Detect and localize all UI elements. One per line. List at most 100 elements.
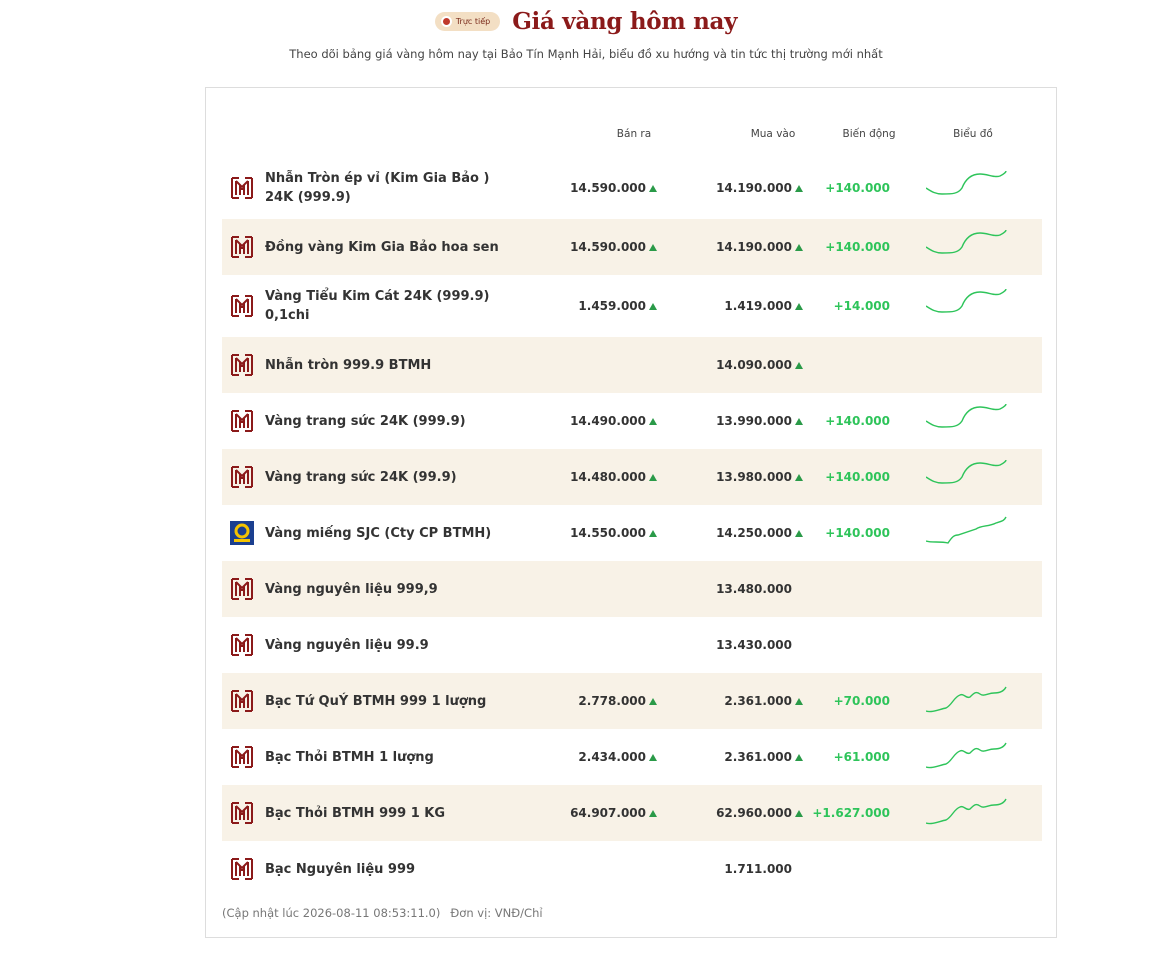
column-headers: Bán ra Mua vào Biến động Biểu đồ	[222, 128, 1042, 144]
up-arrow-cell	[792, 184, 806, 192]
buy-price: 13.980.000	[716, 470, 792, 484]
up-arrow-shape	[795, 302, 803, 310]
change-cell: +140.000	[806, 526, 890, 540]
up-arrow-cell	[792, 417, 806, 425]
up-arrow	[795, 753, 803, 761]
up-arrow	[649, 809, 657, 817]
change-cell: +140.000	[806, 181, 890, 195]
up-arrow-cell	[792, 697, 806, 705]
logo-mark	[235, 298, 249, 313]
logo-mark	[235, 469, 249, 484]
brand-logo	[231, 578, 253, 600]
up-arrow	[795, 302, 803, 310]
buy-cell: 13.990.000	[660, 414, 806, 428]
sell-cell: 14.490.000	[552, 414, 660, 428]
up-arrow	[649, 302, 657, 310]
name-cell: Nhẫn Tròn ép vỉ (Kim Gia Bảo ) 24K (999.…	[222, 163, 552, 213]
logo-mark	[235, 180, 249, 195]
up-arrow	[795, 809, 803, 817]
product-name: Đồng vàng Kim Gia Bảo hoa sen	[265, 239, 499, 255]
table-row: Đồng vàng Kim Gia Bảo hoa sen 14.590.000 1…	[222, 219, 1042, 275]
up-arrow-shape	[795, 697, 803, 705]
price-change: +140.000	[825, 470, 890, 484]
buy-price: 13.480.000	[716, 582, 792, 596]
up-arrow-shape	[795, 243, 803, 251]
change-cell: +140.000	[806, 470, 890, 484]
up-arrow	[795, 184, 803, 192]
buy-price: 13.990.000	[716, 414, 792, 428]
subtitle: Theo dõi bảng giá vàng hôm nay tại Bảo T…	[289, 47, 883, 61]
header: Trực tiếp Giá vàng hôm nay Theo dõi bảng…	[0, 8, 1172, 61]
table-row: Vàng nguyên liệu 999,9 13.480.000	[222, 561, 1042, 617]
logo-mark	[235, 637, 249, 652]
buy-cell: 14.190.000	[660, 240, 806, 254]
buy-cell: 62.960.000	[660, 806, 806, 820]
price-change: +140.000	[825, 414, 890, 428]
product-name: Bạc Tứ QuÝ BTMH 999 1 lượng	[265, 693, 487, 709]
price-change: +140.000	[825, 526, 890, 540]
sparkline-line	[925, 742, 1007, 769]
sell-cell: 1.459.000	[552, 299, 660, 313]
sell-cell: 14.590.000	[552, 240, 660, 254]
brand-logo	[230, 521, 254, 545]
up-arrow	[795, 529, 803, 537]
up-arrow	[795, 361, 803, 369]
sparkline	[925, 798, 1007, 825]
up-arrow-cell	[792, 529, 806, 537]
buy-price: 13.430.000	[716, 638, 792, 652]
buy-price: 1.419.000	[724, 299, 792, 313]
updated-time: (Cập nhật lúc 2026-08-11 08:53:11.0)	[222, 906, 441, 920]
name-cell: Bạc Thỏi BTMH 999 1 KG	[222, 795, 552, 831]
table-row: Nhẫn tròn 999.9 BTMH 14.090.000	[222, 337, 1042, 393]
name-cell: Vàng trang sức 24K (999.9)	[222, 403, 552, 439]
up-arrow	[649, 243, 657, 251]
table-row: Bạc Tứ QuÝ BTMH 999 1 lượng 2.778.000 2.36…	[222, 673, 1042, 729]
name-cell: Vàng nguyên liệu 999,9	[222, 571, 552, 607]
up-arrow-shape	[649, 184, 657, 192]
table-row: Vàng Tiểu Kim Cát 24K (999.9) 0,1chi 1.45…	[222, 275, 1042, 337]
logo-mark	[235, 357, 249, 372]
product-name: Bạc Thỏi BTMH 1 lượng	[265, 749, 434, 765]
change-cell: +1.627.000	[806, 806, 890, 820]
price-change: +61.000	[833, 750, 890, 764]
product-name: Vàng nguyên liệu 999,9	[265, 581, 438, 597]
buy-cell: 14.250.000	[660, 526, 806, 540]
chart-cell	[890, 849, 1042, 889]
chart-cell	[890, 569, 1042, 609]
logo-frame	[231, 858, 253, 880]
brand-logo	[231, 690, 253, 712]
logo-ring	[234, 523, 250, 539]
name-cell: Vàng trang sức 24K (99.9)	[222, 459, 552, 495]
buy-price: 2.361.000	[724, 694, 792, 708]
brand-logo	[231, 858, 253, 880]
up-arrow-cell	[792, 809, 806, 817]
up-arrow-cell	[792, 473, 806, 481]
sparkline-line	[925, 516, 1007, 544]
up-arrow	[795, 243, 803, 251]
up-arrow-shape	[649, 753, 657, 761]
buy-cell: 13.480.000	[660, 582, 806, 596]
up-arrow-cell	[646, 697, 660, 705]
up-arrow-shape	[649, 302, 657, 310]
buy-price: 62.960.000	[716, 806, 792, 820]
sell-price: 2.434.000	[578, 750, 646, 764]
brand-logo	[231, 236, 253, 258]
table-row: Bạc Thỏi BTMH 999 1 KG 64.907.000 62.960.0…	[222, 785, 1042, 841]
up-arrow-shape	[795, 417, 803, 425]
product-name: Nhẫn tròn 999.9 BTMH	[265, 357, 432, 373]
up-arrow-cell	[646, 529, 660, 537]
badge-text: Trực tiếp	[455, 17, 491, 26]
buy-cell: 13.980.000	[660, 470, 806, 484]
price-change: +140.000	[825, 240, 890, 254]
buy-cell: 14.090.000	[660, 358, 806, 372]
sell-price: 2.778.000	[578, 694, 646, 708]
sell-price: 14.590.000	[570, 181, 646, 195]
sparkline	[925, 516, 1007, 544]
name-cell: Bạc Tứ QuÝ BTMH 999 1 lượng	[222, 683, 552, 719]
live-badge: Trực tiếp	[434, 12, 501, 31]
logo-frame	[231, 690, 253, 712]
sell-cell: 2.434.000	[552, 750, 660, 764]
sell-price: 14.490.000	[570, 414, 646, 428]
logo-frame	[231, 354, 253, 376]
up-arrow-cell	[646, 753, 660, 761]
